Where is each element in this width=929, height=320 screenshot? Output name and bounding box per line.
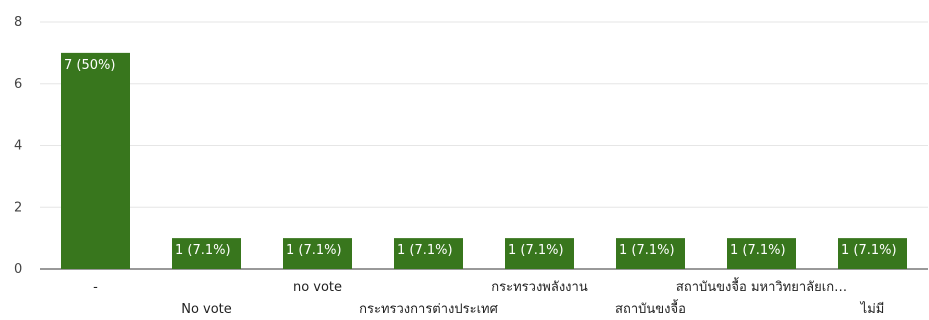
y-tick-label: 2	[14, 200, 22, 215]
bar-value-label: 1 (7.1%)	[730, 243, 786, 258]
y-tick-label: 0	[14, 262, 22, 277]
bar-value-label: 7 (50%)	[64, 58, 115, 73]
x-tick-label: ไม่มี	[860, 301, 885, 317]
bar	[616, 238, 685, 269]
bar-value-label: 1 (7.1%)	[508, 243, 564, 258]
x-tick-label: สถาบันขงจื้อ มหาวิทยาลัยเก…	[676, 277, 847, 295]
x-tick-label: no vote	[293, 280, 342, 295]
x-tick-label: -	[93, 280, 98, 295]
x-tick-label: กระทรวงพลังงาน	[491, 280, 588, 295]
bar-value-label: 1 (7.1%)	[619, 243, 675, 258]
bar	[505, 238, 574, 269]
bar	[172, 238, 241, 269]
y-tick-label: 6	[14, 77, 22, 92]
bar-value-label: 1 (7.1%)	[175, 243, 231, 258]
bar	[394, 238, 463, 269]
bar-value-label: 1 (7.1%)	[286, 243, 342, 258]
bar	[283, 238, 352, 269]
y-tick-label: 8	[14, 15, 22, 30]
bar	[838, 238, 907, 269]
y-tick-label: 4	[14, 139, 22, 154]
bar-value-label: 1 (7.1%)	[841, 243, 897, 258]
bar-value-label: 1 (7.1%)	[397, 243, 453, 258]
x-tick-label: สถาบันขงจื้อ	[615, 299, 686, 317]
x-tick-label: กระทรวงการต่างประเทศ	[359, 302, 499, 317]
bar	[727, 238, 796, 269]
bar	[61, 52, 130, 269]
x-tick-label: No vote	[181, 302, 232, 317]
